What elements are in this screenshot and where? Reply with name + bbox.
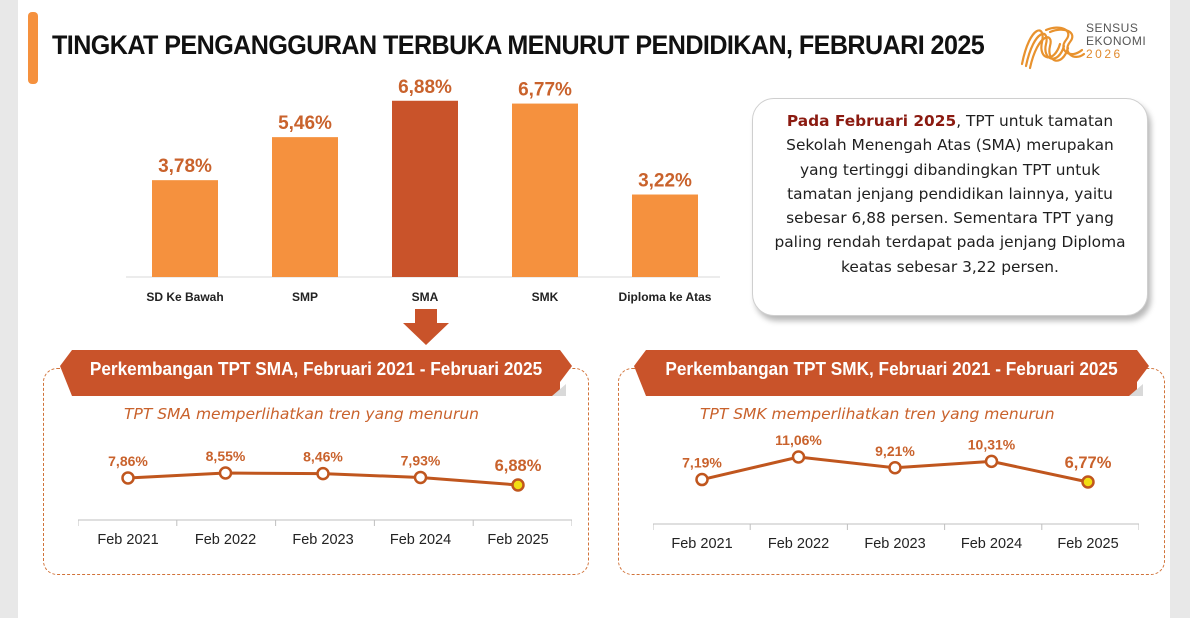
x-tick-label-2: Feb 2023 (292, 532, 353, 548)
data-label-4: 6,88% (495, 457, 542, 475)
data-label-0: 7,19% (682, 455, 722, 471)
data-point-2 (316, 466, 330, 481)
data-point-0 (121, 471, 135, 485)
data-label-1: 8,55% (206, 448, 246, 464)
bar-category-label-2: SMA (412, 290, 439, 304)
callout-emphasis: Pada Februari 2025 (786, 112, 957, 130)
data-label-4: 6,77% (1065, 454, 1112, 472)
smk-panel-ribbon: Perkembangan TPT SMK, Februari 2021 - Fe… (634, 350, 1149, 398)
tpt-by-education-bar-chart: 3,78% SD Ke Bawah 5,46% SMP 6,88% SMA 6,77% SMK… (126, 77, 720, 304)
data-point-4 (1081, 475, 1095, 489)
bar-4 (632, 194, 698, 277)
callout-text: , TPT untuk tamatan Sekolah Menengah Ata… (774, 112, 1126, 276)
bar-0 (152, 180, 218, 277)
data-label-3: 7,93% (401, 452, 441, 468)
x-tick-label-4: Feb 2025 (1057, 536, 1118, 552)
sma-trend-line-chart: 7,86% Feb 2021 8,55% Feb 2022 8,46% Feb 2023 7… (78, 448, 572, 548)
sensus-ekonomi-logo (1020, 26, 1086, 70)
down-arrow-icon (403, 309, 449, 345)
x-tick-label-0: Feb 2021 (671, 536, 732, 552)
sma-trend-subtitle: TPT SMA memperlihatkan tren yang menurun (124, 405, 479, 423)
title-accent-bar (28, 12, 38, 84)
bar-data-label-1: 5,46% (278, 113, 332, 134)
data-label-1: 11,06% (775, 432, 822, 448)
data-label-0: 7,86% (108, 453, 148, 469)
bar-3 (512, 103, 578, 277)
bar-data-label-0: 3,78% (158, 156, 212, 177)
sma-panel-ribbon: Perkembangan TPT SMA, Februari 2021 - Fe… (60, 350, 572, 398)
bar-2 (392, 100, 458, 277)
data-label-2: 8,46% (303, 449, 343, 465)
x-tick-label-4: Feb 2025 (487, 532, 548, 548)
summary-callout: Pada Februari 2025, TPT untuk tamatan Se… (752, 98, 1148, 316)
x-tick-label-0: Feb 2021 (97, 532, 158, 548)
data-label-3: 10,31% (968, 436, 1016, 452)
data-point-3 (413, 470, 428, 485)
data-point-4 (511, 478, 525, 492)
x-tick-label-3: Feb 2024 (961, 536, 1022, 552)
x-tick-label-1: Feb 2022 (768, 536, 829, 552)
smk-trend-line-chart: 7,19% Feb 2021 11,06% Feb 2022 9,21% Feb 2023… (653, 432, 1139, 552)
data-label-2: 9,21% (875, 443, 915, 459)
smk-ribbon-title: Perkembangan TPT SMK, Februari 2021 - Fe… (665, 358, 1118, 379)
bar-data-label-4: 3,22% (638, 171, 692, 192)
data-point-1 (218, 466, 233, 480)
data-point-3 (984, 454, 999, 469)
page-title: TINGKAT PENGANGGURAN TERBUKA MENURUT PEN… (52, 30, 985, 60)
x-tick-label-3: Feb 2024 (390, 532, 451, 548)
data-point-2 (888, 461, 902, 475)
data-point-1 (791, 450, 806, 464)
smk-trend-subtitle: TPT SMK memperlihatkan tren yang menurun (700, 405, 1055, 423)
bar-category-label-1: SMP (292, 290, 318, 304)
bar-data-label-2: 6,88% (398, 77, 452, 98)
data-point-0 (695, 472, 709, 487)
sma-ribbon-title: Perkembangan TPT SMA, Februari 2021 - Fe… (89, 358, 543, 379)
bar-data-label-3: 6,77% (518, 80, 572, 101)
x-tick-label-2: Feb 2023 (864, 536, 925, 552)
x-tick-label-1: Feb 2022 (195, 532, 256, 548)
logo-wordmark: SENSUS EKONOMI 2026 (1086, 21, 1147, 61)
bar-category-label-3: SMK (532, 290, 559, 304)
bar-1 (272, 137, 338, 277)
bar-category-label-0: SD Ke Bawah (146, 290, 223, 304)
bar-category-label-4: Diploma ke Atas (619, 290, 712, 304)
